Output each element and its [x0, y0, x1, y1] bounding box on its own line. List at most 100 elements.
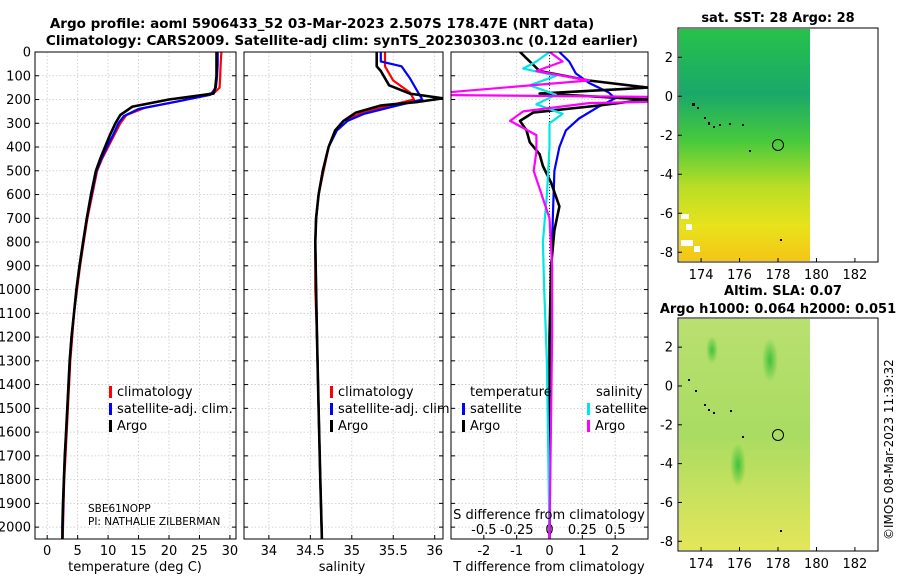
sla-map-ticks: 174 176 178 180 182 2 0 -2 -4 -6 -8 [660, 341, 867, 572]
salinity-legend: climatology satellite-adj. clim. Argo [330, 385, 454, 434]
sla-feature [730, 443, 746, 487]
x-tick-label: 35 [344, 544, 361, 559]
y-tick-label: 1400 [0, 378, 31, 393]
y-tick-label: 2000 [0, 521, 31, 536]
map-y-tick-label: -4 [660, 457, 673, 472]
title-line-2: Climatology: CARS2009. Satellite-adj cli… [46, 33, 638, 49]
sla-feature [762, 338, 778, 382]
x-tick-label: 25 [191, 544, 208, 559]
temperature-grid [35, 51, 236, 539]
difference-panel: -2 -1 0 1 2 -0.5 -0.25 0 0.25 0.5 T difference f… [450, 51, 649, 575]
x-tick-label: 0 [545, 544, 553, 559]
map-x-tick-label: 182 [843, 268, 868, 283]
x-tick-label: 15 [130, 544, 147, 559]
legend-label-t-argo: Argo [470, 419, 500, 434]
map-x-tick-label: 176 [727, 268, 752, 283]
legend-swatch-argo [330, 420, 333, 432]
imos-watermark: ©IMOS 08-Mar-2023 11:39:32 [882, 359, 896, 540]
temperature-x-label: temperature (deg C) [68, 560, 202, 575]
temperature-lines [61, 52, 223, 539]
map-y-tick-label: -2 [660, 129, 673, 144]
y-tick-label: 1000 [0, 283, 31, 298]
argo-location-marker [772, 139, 784, 151]
x-tick-label: 20 [161, 544, 178, 559]
sla-islands [688, 379, 782, 532]
map-x-tick-label: 176 [727, 557, 752, 572]
y-tick-label: 800 [6, 236, 31, 251]
s-tick-label: -0.5 [471, 523, 496, 538]
y-tick-label: 100 [6, 69, 31, 84]
legend-label-climatology: climatology [338, 385, 414, 400]
x-tick-label: 36 [426, 544, 443, 559]
y-tick-label: 700 [6, 212, 31, 227]
y-tick-label: 600 [6, 188, 31, 203]
legend-swatch-t-argo [462, 420, 465, 432]
series-line-s-argo [451, 52, 648, 539]
salinity-x-ticks: 34 34.5 35 35.5 36 [261, 535, 443, 559]
map-y-tick-label: -8 [660, 246, 673, 261]
x-tick-label: 0 [43, 544, 51, 559]
map-y-tick-label: -4 [660, 168, 673, 183]
map-y-tick-label: -2 [660, 418, 673, 433]
y-tick-label: 1200 [0, 331, 31, 346]
map-x-tick-label: 180 [804, 557, 829, 572]
sst-missing-patch [681, 240, 693, 246]
map-x-tick-label: 178 [766, 557, 791, 572]
y-tick-label: 1600 [0, 426, 31, 441]
s-tick-label: 0.25 [568, 523, 597, 538]
y-tick-label: 0 [23, 46, 31, 61]
difference-legend: temperature salinity satellite Argo sate… [462, 385, 647, 434]
map-y-tick-label: -8 [660, 535, 673, 550]
x-tick-label: -1 [510, 544, 523, 559]
sla-map-panel: Altim. SLA: 0.07 Argo h1000: 0.064 h2000… [660, 284, 896, 572]
argo-location-marker [772, 429, 784, 441]
temperature-x-ticks: 0 5 10 15 20 25 30 [43, 535, 238, 559]
s-tick-label: 0.5 [605, 523, 626, 538]
legend-label-argo: Argo [338, 419, 368, 434]
y-tick-label: 500 [6, 164, 31, 179]
legend-label-s-argo: Argo [595, 419, 625, 434]
x-tick-label: 30 [222, 544, 239, 559]
y-tick-label: 1300 [0, 354, 31, 369]
legend-swatch-satellite-adj [109, 403, 112, 415]
map-y-tick-label: 2 [665, 51, 673, 66]
legend-swatch-s-argo [587, 420, 590, 432]
sst-missing-patch [681, 214, 689, 219]
legend-title-salinity: salinity [596, 385, 643, 400]
x-tick-label: 34.5 [296, 544, 325, 559]
series-line-t-argo [518, 52, 648, 539]
legend-label-argo: Argo [117, 419, 147, 434]
legend-label-s-satellite: satellite [595, 402, 647, 417]
legend-label-satellite-adj: satellite-adj. clim. [338, 402, 454, 417]
map-x-tick-label: 182 [843, 557, 868, 572]
sensor-annotation: SBE61NOPP [88, 503, 151, 515]
title-line-1: Argo profile: aoml 5906433_52 03-Mar-202… [50, 16, 594, 32]
sst-missing-patch [694, 246, 700, 252]
y-tick-label: 1700 [0, 449, 31, 464]
legend-swatch-climatology [330, 386, 333, 398]
map-y-tick-label: -6 [660, 207, 673, 222]
y-tick-label: 400 [6, 141, 31, 156]
legend-swatch-s-satellite [587, 403, 590, 415]
difference-lines [451, 52, 648, 539]
x-tick-label: 10 [100, 544, 117, 559]
legend-label-satellite-adj: satellite-adj. clim. [117, 402, 233, 417]
legend-label-t-satellite: satellite [470, 402, 522, 417]
legend-swatch-climatology [109, 386, 112, 398]
salinity-lines [314, 52, 443, 539]
legend-title-temperature: temperature [470, 385, 552, 400]
x-tick-label: 2 [611, 544, 619, 559]
y-tick-label: 1900 [0, 497, 31, 512]
legend-label-climatology: climatology [117, 385, 193, 400]
t-difference-x-label: T difference from climatology [452, 560, 645, 575]
y-tick-label: 1500 [0, 402, 31, 417]
temperature-panel: 0100200300400500600700800900100011001200… [0, 46, 238, 576]
depth-tick-labels: 0 100 200 300 400 500 600 700 800 900 1000 1100 1200… [0, 46, 31, 536]
pi-annotation: PI: NATHALIE ZILBERMAN [88, 516, 220, 528]
x-tick-label: 5 [73, 544, 81, 559]
map-x-tick-label: 180 [804, 268, 829, 283]
s-difference-label: S difference from climatology [453, 508, 645, 523]
map-x-tick-label: 178 [766, 268, 791, 283]
x-tick-label: -2 [477, 544, 490, 559]
y-tick-label: 900 [6, 259, 31, 274]
